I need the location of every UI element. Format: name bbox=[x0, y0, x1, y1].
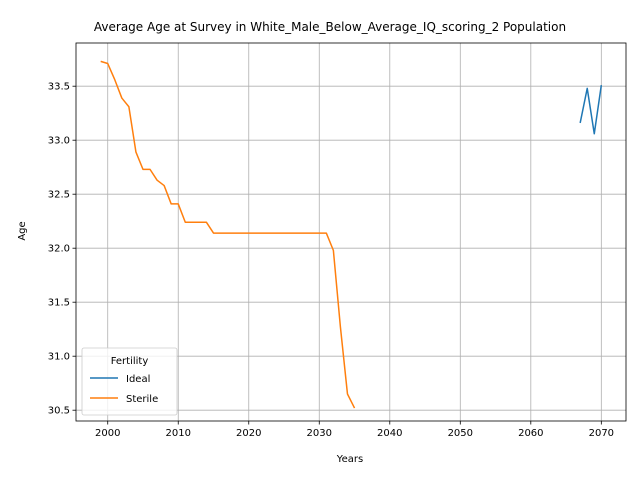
x-axis-label: Years bbox=[336, 454, 363, 465]
y-tick-label: 31.0 bbox=[48, 352, 70, 363]
legend-label-sterile: Sterile bbox=[126, 394, 158, 405]
x-tick-label: 2070 bbox=[589, 428, 614, 439]
x-tick-label: 2050 bbox=[448, 428, 473, 439]
series-line-ideal bbox=[579, 85, 603, 135]
y-tick-label: 33.0 bbox=[48, 136, 70, 147]
legend-title: Fertility bbox=[111, 356, 149, 367]
y-tick-label: 32.5 bbox=[48, 190, 70, 201]
chart-title: Average Age at Survey in White_Male_Belo… bbox=[94, 20, 566, 34]
axis-ticks: 2000 2010 2020 2030 2040 2050 2060 2070 30.5 31.0… bbox=[48, 82, 614, 439]
legend: Fertility Ideal Sterile bbox=[81, 347, 178, 416]
y-tick-label: 32.0 bbox=[48, 244, 70, 255]
x-tick-label: 2010 bbox=[166, 428, 191, 439]
x-tick-label: 2030 bbox=[307, 428, 332, 439]
series-lines bbox=[100, 60, 603, 409]
x-tick-label: 2000 bbox=[95, 428, 120, 439]
y-tick-label: 33.5 bbox=[48, 82, 70, 93]
legend-label-ideal: Ideal bbox=[126, 374, 150, 385]
x-tick-label: 2040 bbox=[377, 428, 402, 439]
series-line-sterile bbox=[100, 60, 356, 409]
plot-frame bbox=[75, 42, 627, 422]
x-tick-label: 2020 bbox=[236, 428, 261, 439]
y-axis-label: Age bbox=[17, 221, 28, 240]
x-tick-label: 2060 bbox=[518, 428, 543, 439]
y-tick-label: 31.5 bbox=[48, 298, 70, 309]
y-tick-label: 30.5 bbox=[48, 406, 70, 417]
